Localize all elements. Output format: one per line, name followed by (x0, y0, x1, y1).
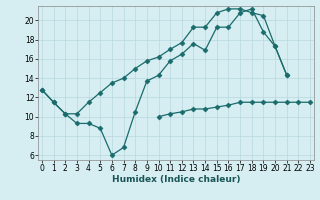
X-axis label: Humidex (Indice chaleur): Humidex (Indice chaleur) (112, 175, 240, 184)
